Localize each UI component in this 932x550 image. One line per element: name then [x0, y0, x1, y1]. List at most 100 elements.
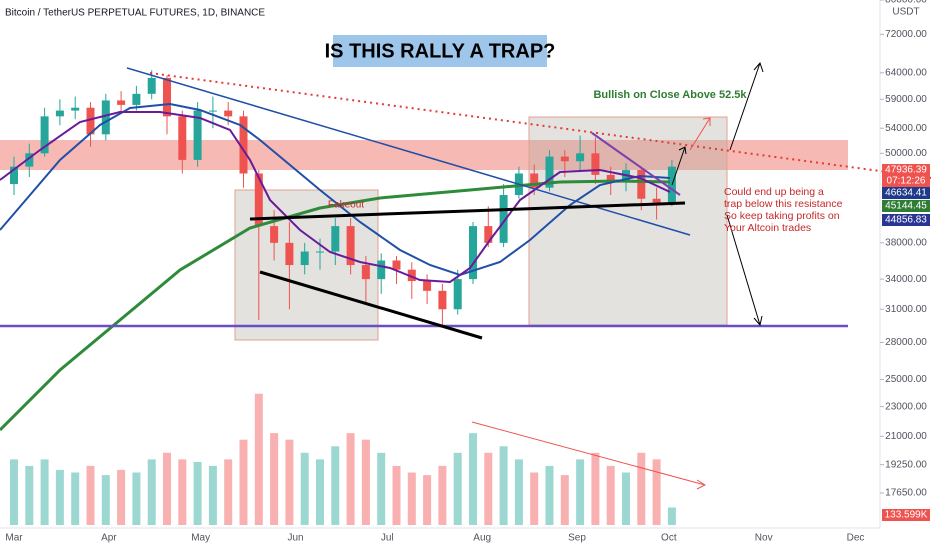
candle-body — [545, 156, 554, 188]
price-label: 07:12:26 — [887, 176, 926, 187]
candle-body — [469, 226, 477, 280]
candle-body — [239, 116, 248, 174]
volume-bar — [55, 469, 64, 525]
candle-body — [407, 269, 416, 282]
volume-bar — [438, 465, 447, 525]
currency: USDT — [892, 7, 919, 18]
annotation: So keep taking profits on — [724, 210, 840, 222]
headline: IS THIS RALLY A TRAP? — [325, 40, 556, 62]
candle-body — [530, 173, 539, 188]
volume-bar — [101, 475, 110, 525]
price-label-box — [882, 164, 930, 176]
candle-body — [10, 166, 18, 185]
annotation: Bullish on Close Above 52.5k — [593, 89, 747, 101]
volume-bar — [316, 459, 324, 525]
volume-bar — [239, 439, 248, 525]
neckline — [249, 201, 686, 221]
candle-body — [86, 107, 95, 135]
y-tick-label: 54000.00 — [885, 123, 927, 134]
x-tick-label: May — [191, 533, 210, 544]
candle-body — [132, 93, 141, 105]
price-label: 44856.83 — [885, 215, 927, 226]
y-tick-label: 80000.00 — [885, 0, 927, 6]
range-box — [528, 116, 728, 326]
y-tick-label: 31000.00 — [885, 304, 927, 315]
y-tick-label: 38000.00 — [885, 237, 927, 248]
x-tick-label: Nov — [755, 533, 773, 544]
volume-bar — [361, 439, 370, 525]
volume-bar — [132, 472, 141, 525]
price-label-box — [882, 187, 930, 199]
volume-bar — [392, 465, 401, 525]
volume-bar — [545, 465, 554, 525]
volume-bar — [193, 462, 202, 525]
x-tick-label: Dec — [847, 533, 865, 544]
trend-line — [259, 270, 483, 340]
candle-body — [606, 174, 615, 181]
volume-bar — [254, 393, 263, 525]
y-tick-label: 64000.00 — [885, 67, 927, 78]
arrow — [671, 146, 687, 186]
y-tick-label: 59000.00 — [885, 94, 927, 105]
candle-body — [55, 110, 64, 117]
volume-bar — [667, 507, 676, 525]
volume-bar — [453, 452, 462, 525]
x-tick-label: Sep — [568, 533, 586, 544]
y-tick-label: 72000.00 — [885, 29, 927, 40]
candle-body — [270, 226, 279, 243]
volume-bar — [637, 452, 646, 525]
moving-average — [0, 102, 671, 277]
volume-bar — [117, 469, 126, 525]
price-label-box — [882, 214, 930, 226]
volume-bar — [576, 459, 585, 525]
x-tick-label: Jul — [381, 533, 394, 544]
candle-body — [316, 251, 324, 253]
volume-label: 133.599K — [885, 510, 928, 521]
y-tick-label: 28000.00 — [885, 337, 927, 348]
volume-bar — [163, 452, 171, 525]
price-label-box — [882, 200, 930, 212]
volume-bar — [40, 459, 49, 525]
y-tick-label: 34000.00 — [885, 274, 927, 285]
candle-body — [224, 110, 233, 117]
volume-bar — [147, 459, 156, 525]
price-label: 45144.45 — [885, 201, 927, 212]
candle-body — [178, 116, 187, 160]
volume-bar — [469, 433, 477, 525]
candle-body — [652, 198, 661, 203]
candle-body — [101, 100, 110, 135]
candle-body — [117, 100, 126, 105]
volume-bar — [178, 459, 187, 525]
moving-average — [0, 179, 671, 432]
volume-bar — [606, 465, 615, 525]
candle-body — [208, 110, 217, 112]
y-tick-label: 19250.00 — [885, 459, 927, 470]
headline-box — [333, 35, 547, 67]
candle-body — [484, 226, 493, 243]
volume-bar — [346, 433, 355, 525]
volume-bar — [484, 452, 493, 525]
arrow — [726, 214, 763, 327]
price-label: 47936.39 — [885, 165, 927, 176]
arrow — [689, 117, 711, 151]
volume-bar — [71, 472, 80, 525]
volume-bar — [331, 446, 340, 525]
candle-body — [193, 110, 202, 160]
y-tick-label: 25000.00 — [885, 374, 927, 385]
volume-bar — [560, 475, 569, 525]
arrows — [671, 62, 764, 327]
candle-body — [331, 226, 340, 252]
candle-body — [560, 156, 569, 162]
volume-label-box — [882, 509, 930, 521]
candle-body — [285, 242, 294, 266]
candle-body — [591, 153, 600, 175]
volume-bar — [652, 459, 661, 525]
candle-body — [637, 170, 646, 199]
volume-bar — [10, 459, 18, 525]
volume-bar — [499, 446, 508, 525]
volume-bar — [300, 452, 309, 525]
x-tick-label: Mar — [5, 533, 23, 544]
volume-bar — [423, 475, 432, 525]
